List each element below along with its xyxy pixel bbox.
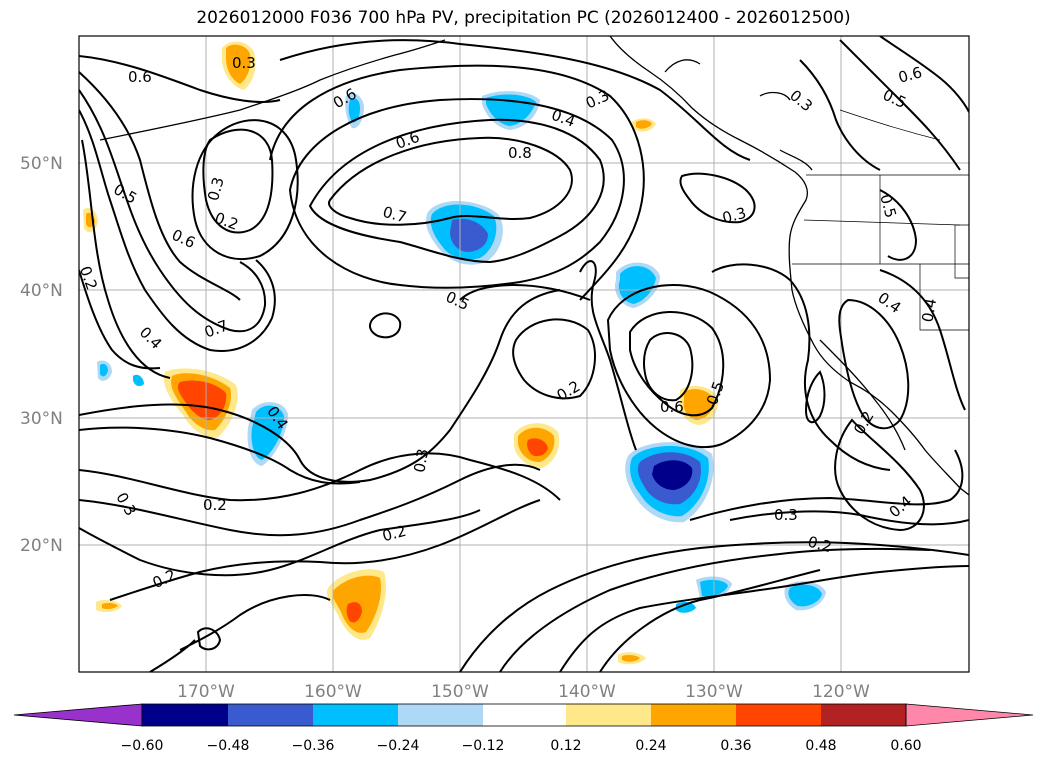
plot-title: 2026012000 F036 700 hPa PV, precipitatio… [196, 8, 851, 28]
state-borders [792, 109, 969, 331]
precip-positive-area [527, 438, 548, 457]
precip-positive-area [226, 44, 251, 84]
contour-label: 0.2 [806, 533, 834, 557]
colorbar-tick: −0.48 [207, 738, 250, 754]
contour-label: 0.2 [203, 496, 227, 514]
colorbar-tick: −0.12 [462, 738, 505, 754]
map-panel [79, 36, 969, 672]
colorbar-bin [142, 704, 228, 726]
longitude-labels: 170°W 160°W 150°W 140°W 130°W 120°W [177, 682, 870, 702]
colorbar-tick: 0.60 [890, 738, 921, 754]
precip-positive-area [102, 602, 118, 610]
colorbar-bin [651, 704, 736, 726]
map-frame [78, 35, 970, 673]
precip-negative-area [652, 460, 693, 490]
colorbar-bin [566, 704, 651, 726]
colorbar-tick: 0.36 [720, 738, 751, 754]
precip-negative-area [618, 266, 656, 304]
precip-positive-area [346, 602, 362, 623]
contour-label: 0.3 [720, 204, 748, 228]
contour-label: 0.5 [876, 192, 900, 220]
contour-label: 0.6 [128, 68, 152, 86]
colorbar-bin [483, 704, 566, 726]
colorbar-tick: −0.36 [292, 738, 335, 754]
precip-negative-area [348, 98, 360, 123]
precip-negative-area [676, 601, 696, 613]
precip-negative-area [100, 363, 108, 377]
colorbar-bin [228, 704, 313, 726]
latitude-labels: 50°N 40°N 30°N 20°N [20, 154, 63, 556]
lon-label: 160°W [304, 682, 362, 702]
contour-label: 0.3 [204, 175, 228, 203]
precip-positive-area [636, 120, 652, 129]
lon-label: 140°W [558, 682, 616, 702]
colorbar-tick: 0.48 [805, 738, 836, 754]
colorbar: −0.60 −0.48 −0.36 −0.24 −0.12 0.12 0.24 … [13, 703, 1034, 754]
precip-positive-area [622, 654, 640, 662]
contour-label: 0.4 [918, 297, 940, 324]
pv-contours [79, 36, 969, 672]
contour-label: 0.6 [660, 398, 684, 416]
colorbar-bin [313, 704, 398, 726]
lat-label: 50°N [20, 154, 63, 174]
colorbar-outline [141, 703, 907, 727]
contour-label: 0.8 [508, 144, 532, 162]
lon-label: 120°W [812, 682, 870, 702]
colorbar-tick: 0.12 [550, 738, 581, 754]
lon-label: 170°W [177, 682, 235, 702]
colorbar-tick: −0.24 [377, 738, 420, 754]
colorbar-extend-high [905, 703, 1034, 727]
precip-negative-area [788, 584, 822, 607]
contour-label: 0.3 [774, 506, 798, 524]
colorbar-bin [736, 704, 821, 726]
colorbar-bin [398, 704, 483, 726]
precip-positive-area [177, 380, 227, 420]
lat-label: 40°N [20, 281, 63, 301]
precip-negative-area [251, 405, 284, 460]
colorbar-extend-low [13, 703, 143, 727]
contour-label: 0.2 [380, 522, 408, 546]
lat-label: 20°N [20, 536, 63, 556]
contour-label: 0.7 [381, 203, 409, 227]
contour-label: 0.6 [896, 63, 924, 87]
contour-label: 0.2 [76, 264, 101, 293]
colorbar-tick: 0.24 [635, 738, 666, 754]
colorbar-tick: −0.60 [121, 738, 164, 754]
graticule [79, 36, 969, 672]
coastlines [99, 36, 969, 496]
colorbar-bin [821, 704, 906, 726]
lat-label: 30°N [20, 409, 63, 429]
contour-label: 0.3 [232, 54, 256, 72]
lon-label: 150°W [431, 682, 489, 702]
contour-label: 0.3 [410, 447, 432, 474]
precip-negative-area [133, 374, 144, 387]
lon-label: 130°W [685, 682, 743, 702]
